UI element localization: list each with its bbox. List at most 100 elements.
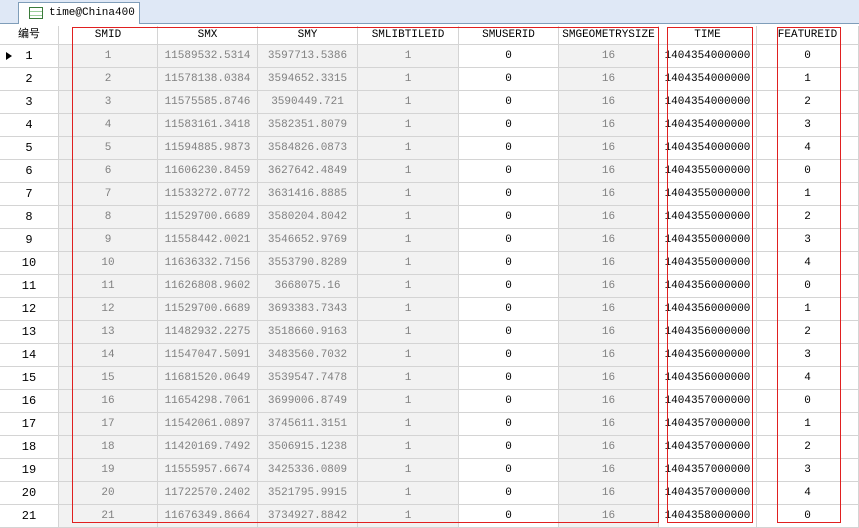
cell: 3 [757, 114, 859, 137]
row-header: 13 [0, 321, 59, 344]
column-header: SMX [158, 26, 258, 45]
row-header: 2 [0, 68, 59, 91]
row-header: 10 [0, 252, 59, 275]
cell: 1 [358, 252, 459, 275]
cell: 20 [59, 482, 158, 505]
cell: 16 [559, 505, 659, 528]
cell: 1 [757, 68, 859, 91]
cell: 17 [59, 413, 158, 436]
cell: 11654298.7061 [158, 390, 258, 413]
column-header: SMGEOMETRYSIZE [559, 26, 659, 45]
cell: 0 [459, 206, 559, 229]
cell: 1 [757, 413, 859, 436]
cell: 1 [358, 137, 459, 160]
cell: 11420169.7492 [158, 436, 258, 459]
row-header: 21 [0, 505, 59, 528]
row-header: 15 [0, 367, 59, 390]
cell: 0 [459, 45, 559, 68]
cell: 11575585.8746 [158, 91, 258, 114]
cell: 1 [358, 68, 459, 91]
cell: 1 [358, 321, 459, 344]
cell: 11533272.0772 [158, 183, 258, 206]
cell: 3546652.9769 [258, 229, 358, 252]
cell: 0 [757, 160, 859, 183]
cell: 0 [459, 344, 559, 367]
cell: 1404357000000 [659, 436, 757, 459]
cell: 16 [559, 206, 659, 229]
cell: 16 [559, 91, 659, 114]
cell: 1 [358, 275, 459, 298]
cell: 11626808.9602 [158, 275, 258, 298]
cell: 0 [459, 390, 559, 413]
cell: 4 [757, 482, 859, 505]
cell: 1 [358, 206, 459, 229]
cell: 16 [559, 68, 659, 91]
cell: 3553790.8289 [258, 252, 358, 275]
column-header: SMLIBTILEID [358, 26, 459, 45]
cell: 11676349.8664 [158, 505, 258, 528]
cell: 3627642.4849 [258, 160, 358, 183]
row-header: 19 [0, 459, 59, 482]
cell: 12 [59, 298, 158, 321]
tab[interactable]: time@China400 [18, 2, 140, 24]
cell: 1 [358, 229, 459, 252]
cell: 0 [459, 505, 559, 528]
cell: 0 [757, 390, 859, 413]
row-header: 20 [0, 482, 59, 505]
cell: 11583161.3418 [158, 114, 258, 137]
cell: 1404356000000 [659, 275, 757, 298]
row-header: 18 [0, 436, 59, 459]
cell: 16 [559, 436, 659, 459]
cell: 16 [559, 367, 659, 390]
cell: 1404357000000 [659, 413, 757, 436]
cell: 11 [59, 275, 158, 298]
cell: 1404357000000 [659, 482, 757, 505]
cell: 0 [459, 183, 559, 206]
cell: 16 [559, 344, 659, 367]
cell: 0 [459, 482, 559, 505]
cell: 1404357000000 [659, 390, 757, 413]
cell: 7 [59, 183, 158, 206]
cell: 1 [358, 45, 459, 68]
cell: 0 [459, 91, 559, 114]
cell: 11555957.6674 [158, 459, 258, 482]
cell: 0 [459, 229, 559, 252]
cell: 3693383.7343 [258, 298, 358, 321]
row-header: 16 [0, 390, 59, 413]
cell: 1404355000000 [659, 206, 757, 229]
cell: 11529700.6689 [158, 298, 258, 321]
cell: 3521795.9915 [258, 482, 358, 505]
cell: 16 [559, 45, 659, 68]
cell: 0 [757, 275, 859, 298]
cell: 1404356000000 [659, 298, 757, 321]
row-header: 5 [0, 137, 59, 160]
cell: 4 [757, 252, 859, 275]
cell: 4 [757, 137, 859, 160]
cell: 1404354000000 [659, 68, 757, 91]
cell: 1 [358, 505, 459, 528]
cell: 11594885.9873 [158, 137, 258, 160]
row-header: 3 [0, 91, 59, 114]
cell: 5 [59, 137, 158, 160]
cell: 16 [559, 160, 659, 183]
cell: 1404356000000 [659, 321, 757, 344]
cell: 0 [459, 413, 559, 436]
cell: 3699006.8749 [258, 390, 358, 413]
cell: 13 [59, 321, 158, 344]
cell: 1 [358, 114, 459, 137]
cell: 2 [757, 206, 859, 229]
current-row-indicator [6, 52, 12, 60]
cell: 11589532.5314 [158, 45, 258, 68]
cell: 1 [358, 367, 459, 390]
cell: 0 [459, 160, 559, 183]
cell: 16 [559, 137, 659, 160]
cell: 16 [559, 252, 659, 275]
tab-icon [29, 7, 43, 19]
cell: 3506915.1238 [258, 436, 358, 459]
row-header: 17 [0, 413, 59, 436]
cell: 3584826.0873 [258, 137, 358, 160]
cell: 16 [559, 183, 659, 206]
cell: 3594652.3315 [258, 68, 358, 91]
cell: 1 [757, 183, 859, 206]
cell: 1404357000000 [659, 459, 757, 482]
